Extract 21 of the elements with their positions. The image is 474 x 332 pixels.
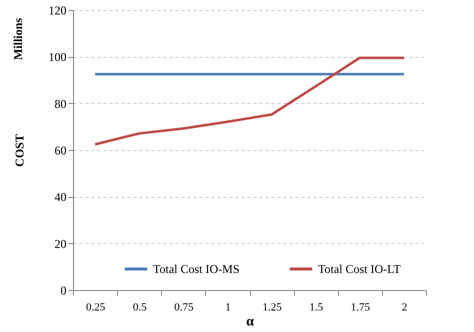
y-tick-label: 80 bbox=[54, 96, 66, 111]
y-tick-label: 40 bbox=[54, 190, 66, 204]
y-axis-title: COST bbox=[12, 134, 26, 167]
x-tick-label: 0.75 bbox=[174, 302, 194, 314]
y-tick-label: 120 bbox=[48, 4, 66, 18]
x-tick-label: 1.75 bbox=[350, 302, 370, 314]
x-tick-label: 0.5 bbox=[132, 302, 148, 314]
y-tick-label: 0 bbox=[60, 284, 66, 298]
line-series bbox=[94, 56, 406, 146]
x-tick-label: 1 bbox=[225, 302, 231, 314]
y-tick-label: 60 bbox=[54, 144, 66, 158]
x-tick-label: 0.25 bbox=[86, 302, 106, 314]
text: Millions bbox=[11, 18, 25, 60]
x-tick-label: 2 bbox=[402, 302, 408, 314]
x-tick-label: 1.5 bbox=[309, 302, 324, 314]
legend-label: Total Cost IO-MS bbox=[153, 262, 240, 276]
x-tick-label: 1.25 bbox=[262, 302, 282, 314]
legend-label: Total Cost IO-LT bbox=[318, 262, 402, 276]
y-tick-label: 100 bbox=[48, 50, 66, 64]
x-axis-title: α bbox=[246, 314, 254, 330]
y-tick-label: 20 bbox=[54, 236, 66, 251]
